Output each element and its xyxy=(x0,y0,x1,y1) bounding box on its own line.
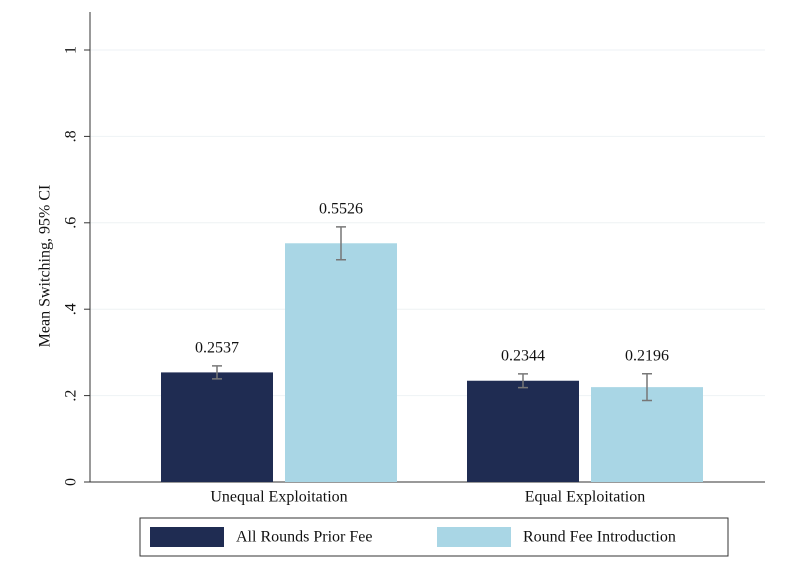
y-tick-label: .8 xyxy=(63,130,80,142)
data-label: 0.2537 xyxy=(195,340,239,357)
legend-swatch xyxy=(437,527,511,547)
y-tick-label: 1 xyxy=(63,46,80,54)
x-tick-label: Equal Exploitation xyxy=(525,489,645,506)
error-bar xyxy=(336,226,346,261)
y-tick-label: 0 xyxy=(63,478,80,486)
y-tick-label: .4 xyxy=(63,303,80,315)
legend-swatch xyxy=(150,527,224,547)
error-bar xyxy=(212,365,222,380)
bar xyxy=(467,380,579,482)
data-label: 0.2344 xyxy=(501,347,545,364)
data-label: 0.2196 xyxy=(625,347,669,364)
legend-label: All Rounds Prior Fee xyxy=(236,529,372,546)
y-tick-label: .2 xyxy=(63,390,80,402)
legend-label: Round Fee Introduction xyxy=(523,529,676,546)
error-bar xyxy=(642,372,652,402)
data-label: 0.5526 xyxy=(319,201,363,218)
legend-box xyxy=(139,517,729,557)
y-axis-label: Mean Switching, 95% CI xyxy=(37,185,54,348)
bar xyxy=(591,387,703,482)
bar xyxy=(161,372,273,482)
error-bar xyxy=(518,373,528,389)
y-tick-label: .6 xyxy=(63,217,80,229)
x-tick-label: Unequal Exploitation xyxy=(210,489,347,506)
bar xyxy=(285,243,397,482)
